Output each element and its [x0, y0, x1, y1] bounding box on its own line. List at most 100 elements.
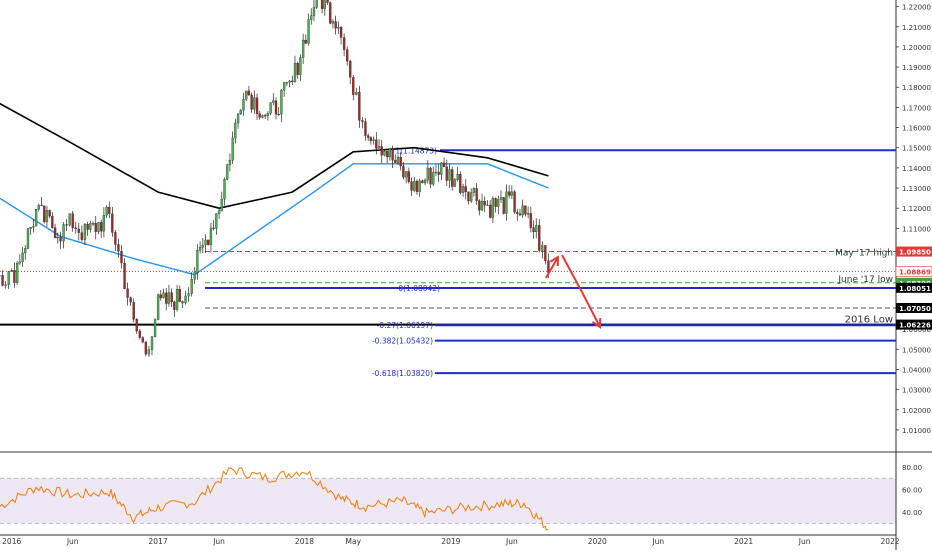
candle-body [13, 270, 16, 283]
candle-body [80, 232, 84, 240]
candle-body [102, 215, 106, 232]
candle-body [108, 206, 111, 214]
level-text-label: 2016 Low [845, 315, 893, 326]
candle-body [394, 160, 397, 163]
rsi-panel [0, 467, 896, 531]
candle-body [261, 115, 264, 118]
candle-body [21, 252, 24, 263]
candle-body [53, 227, 57, 239]
candle-body [7, 271, 10, 285]
candle-body [451, 169, 454, 187]
fib-level-label: 1(1.14873) [395, 146, 437, 155]
candle-body [129, 297, 132, 303]
candle-body [489, 204, 492, 218]
candle-body [231, 137, 234, 161]
candle-body [253, 97, 256, 110]
candle-body [228, 160, 232, 166]
candle-body [126, 288, 129, 298]
candle-body [497, 199, 500, 207]
candle-body [167, 292, 171, 304]
candle-body [269, 102, 272, 114]
price-tick-label: 1.17000 [902, 104, 931, 112]
candle-body [201, 244, 204, 248]
candle-body [432, 172, 435, 185]
rsi-tick-label: 60.00 [902, 487, 922, 495]
candle-body [59, 237, 62, 242]
price-tick-label: 1.20000 [902, 44, 931, 52]
candle-body [255, 97, 259, 114]
projection-arrowhead [591, 317, 602, 329]
candle-body [18, 261, 21, 264]
candle-body [175, 289, 179, 310]
candle-body [442, 162, 446, 167]
candle-body [349, 60, 352, 78]
candle-body [178, 289, 181, 302]
time-tick-label: 2019 [441, 537, 460, 546]
candle-body [153, 319, 157, 337]
candle-body [204, 239, 207, 246]
time-tick-label: 2018 [295, 537, 314, 546]
candle-body [105, 206, 108, 216]
candle-body [100, 222, 103, 232]
time-tick-label: 2021 [734, 537, 753, 546]
candle-body [499, 197, 503, 200]
candle-body [114, 232, 117, 245]
candle-body [117, 244, 120, 252]
candle-body [310, 15, 313, 20]
candle-body [331, 21, 335, 24]
projection-arrow [561, 254, 583, 293]
candle-body [535, 225, 538, 233]
time-tick-label: 2017 [149, 537, 168, 546]
candle-body [48, 210, 51, 217]
candle-body [74, 227, 77, 230]
candle-body [282, 82, 286, 91]
candle-body [120, 251, 123, 264]
candle-body [68, 213, 71, 226]
candle-body [396, 156, 400, 163]
price-badge [896, 282, 932, 293]
candle-body [156, 294, 160, 320]
price-tick-label: 1.13000 [902, 185, 931, 193]
candle-body [141, 337, 144, 343]
candle-body [320, 0, 324, 9]
candle-body [413, 181, 416, 191]
price-badge [896, 319, 932, 330]
price-badge [896, 302, 932, 313]
candle-body [529, 213, 532, 228]
candle-body [445, 166, 448, 181]
candle-body [94, 223, 97, 232]
candle-body [307, 19, 310, 44]
candle-body [380, 146, 383, 156]
rsi-tick-label: 40.00 [902, 509, 922, 517]
candle-body [97, 222, 100, 232]
candle-body [480, 201, 484, 211]
price-badge-label: 1.06226 [899, 322, 931, 330]
candle-body [223, 179, 226, 200]
candle-body [220, 199, 223, 211]
candle-body [467, 191, 470, 202]
candle-body [0, 275, 1, 277]
candle-body [24, 248, 27, 254]
levels-layer: 1(1.14873) 0(1.08042) -0.27(1.06197) -0.382… [0, 146, 896, 378]
price-tick-label: 1.12000 [902, 205, 931, 213]
candle-body [440, 162, 443, 175]
moving-average-layer [0, 102, 549, 276]
candle-body [486, 204, 489, 206]
candle-body [250, 94, 253, 110]
fib-level-label: 0(1.08042) [398, 284, 440, 293]
candle-body [234, 122, 237, 139]
candle-body [456, 174, 459, 180]
candle-body [453, 179, 457, 187]
price-tick-label: 1.21000 [902, 24, 931, 32]
candle-body [40, 204, 43, 207]
price-tick-label: 1.15000 [902, 145, 931, 153]
candle-body [207, 239, 210, 245]
candle-body [507, 191, 511, 196]
candle-body [280, 90, 283, 115]
candle-body [410, 181, 413, 191]
moving-average-blue [0, 163, 549, 276]
candle-body [337, 27, 340, 29]
